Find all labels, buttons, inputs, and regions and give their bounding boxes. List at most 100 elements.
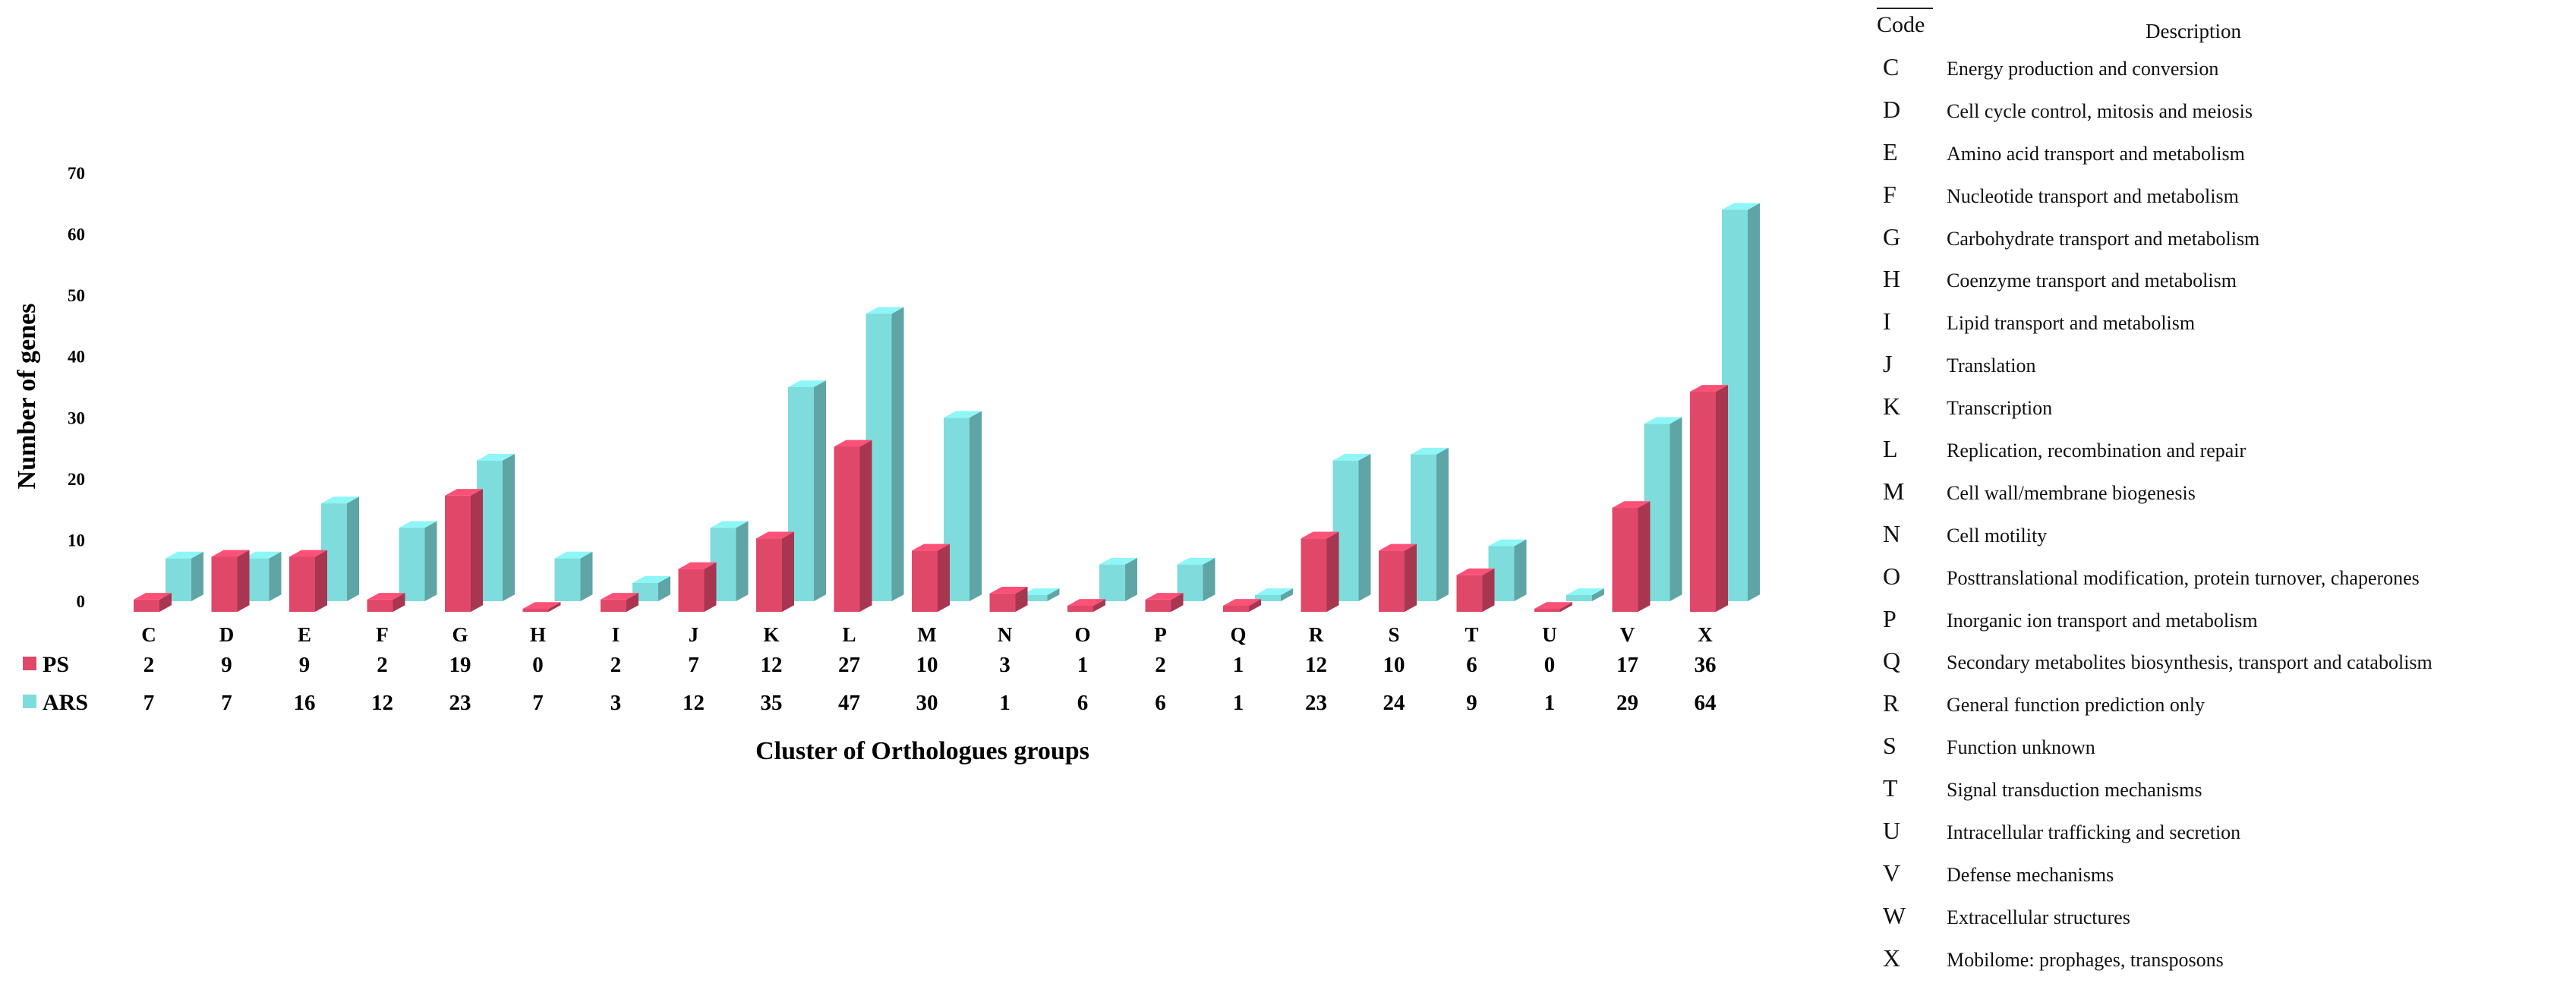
- data-label-ars: 1: [1233, 691, 1244, 715]
- data-label-ps: 2: [610, 653, 622, 677]
- bar-top: [989, 587, 1028, 594]
- data-label-ps: 2: [377, 653, 388, 677]
- data-label-ars: 6: [1077, 691, 1089, 715]
- bar-top: [1612, 501, 1651, 509]
- bar-side: [891, 307, 904, 601]
- cog-code-table: Code Description C Energy production and …: [1874, 8, 2572, 979]
- table-row: G Carbohydrate transport and metabolism: [1874, 216, 2572, 258]
- bar-top: [1145, 593, 1184, 600]
- bar-ars-N: [1021, 588, 1060, 601]
- bar-front: [1145, 599, 1171, 612]
- x-category-label: H: [530, 623, 546, 646]
- data-label-ars: 7: [532, 691, 544, 715]
- table-row: D Cell cycle control, mitosis and meiosis: [1874, 88, 2572, 131]
- bar-front: [1255, 594, 1281, 601]
- bar-front: [1099, 564, 1125, 601]
- x-category-label: J: [689, 623, 699, 646]
- x-category-label: C: [141, 623, 156, 646]
- table-row: F Nucleotide transport and metabolism: [1874, 173, 2572, 216]
- bar-top: [243, 551, 282, 559]
- bar-top: [1177, 557, 1215, 565]
- bar-side: [424, 521, 437, 601]
- table-top-rule: [1877, 8, 1933, 9]
- bar-front: [834, 446, 860, 612]
- bar-ps-I: [601, 593, 638, 612]
- bar-top: [632, 576, 670, 583]
- bar-ars-R: [1332, 453, 1371, 601]
- bar-front: [1566, 594, 1592, 601]
- bar-front: [211, 556, 238, 612]
- cog-code: J: [1883, 350, 1893, 378]
- data-label-ps: 36: [1695, 653, 1717, 677]
- bar-ps-C: [134, 593, 172, 612]
- table-rows: C Energy production and conversion D Cell c…: [1874, 46, 2572, 979]
- bar-top: [1332, 453, 1371, 461]
- bar-front: [989, 593, 1016, 612]
- data-label-ps: 1: [1233, 653, 1244, 677]
- y-tick-label: 20: [68, 470, 85, 489]
- data-label-ars: 16: [294, 691, 316, 715]
- data-label-ps: 19: [449, 653, 471, 677]
- x-category-label: X: [1698, 623, 1713, 646]
- bar-side: [159, 593, 172, 612]
- data-label-ps: 0: [1544, 653, 1556, 677]
- data-label-ars: 30: [916, 691, 938, 715]
- bar-top: [788, 380, 826, 387]
- bar-side: [1716, 385, 1728, 612]
- bar-top: [1456, 568, 1495, 575]
- bar-front: [601, 599, 626, 612]
- x-category-label: M: [917, 623, 936, 646]
- cog-description: Signal transduction mechanisms: [1947, 779, 2202, 802]
- cog-description: Inorganic ion transport and metabolism: [1947, 609, 2258, 632]
- y-axis-title: Number of genes: [13, 304, 41, 490]
- bar-ps-X: [1690, 385, 1728, 612]
- data-label-ars: 1: [1544, 691, 1556, 715]
- data-label-ars: 9: [1466, 691, 1477, 715]
- cog-description: Carbohydrate transport and metabolism: [1947, 227, 2260, 250]
- bar-top: [1223, 599, 1261, 606]
- cog-description: Intracellular trafficking and secretion: [1947, 821, 2241, 844]
- cog-description: Cell motility: [1947, 524, 2048, 547]
- bar-top: [1099, 557, 1137, 565]
- bar-side: [1125, 557, 1137, 601]
- x-category-label: I: [612, 623, 620, 646]
- x-category-label: V: [1620, 623, 1635, 646]
- data-label-ars: 23: [449, 691, 471, 715]
- y-tick-label: 50: [68, 286, 85, 305]
- data-label-ps: 6: [1466, 653, 1477, 677]
- bar-ps-J: [678, 562, 717, 612]
- data-label-ars: 6: [1155, 691, 1166, 715]
- cog-code: W: [1883, 901, 1906, 929]
- bar-top: [834, 440, 872, 447]
- cog-code: R: [1883, 689, 1900, 717]
- x-category-label: D: [219, 623, 235, 646]
- y-tick-label: 30: [68, 408, 85, 427]
- bar-front: [1456, 575, 1483, 612]
- bar-top: [321, 496, 359, 504]
- data-label-ars: 47: [838, 691, 860, 715]
- table-row: H Coenzyme transport and metabolism: [1874, 257, 2572, 300]
- cog-description: Cell wall/membrane biogenesis: [1947, 481, 2196, 504]
- cog-code: Q: [1883, 647, 1901, 675]
- data-label-ps: 27: [838, 653, 860, 677]
- bar-ps-H: [522, 602, 561, 612]
- bar-top: [865, 307, 904, 314]
- bar-ps-D: [211, 550, 250, 612]
- cog-code: N: [1883, 519, 1901, 547]
- data-label-ars: 7: [143, 691, 155, 715]
- bar-side: [782, 531, 794, 612]
- legend-swatch-ars: [23, 695, 36, 708]
- data-label-ars: 23: [1305, 691, 1327, 715]
- table-row: M Cell wall/membrane biogenesis: [1874, 470, 2572, 512]
- bar-side: [938, 544, 950, 612]
- bar-front: [1223, 605, 1249, 612]
- y-tick-label: 60: [68, 225, 85, 244]
- table-row: I Lipid transport and metabolism: [1874, 300, 2572, 342]
- cog-description: Secondary metabolites biosynthesis, tran…: [1947, 651, 2433, 674]
- bar-front: [522, 609, 549, 612]
- bar-front: [756, 538, 782, 612]
- x-category-label: R: [1309, 623, 1324, 646]
- bar-ps-Q: [1223, 599, 1261, 612]
- cog-code: F: [1883, 180, 1897, 208]
- bar-ars-Q: [1255, 588, 1293, 601]
